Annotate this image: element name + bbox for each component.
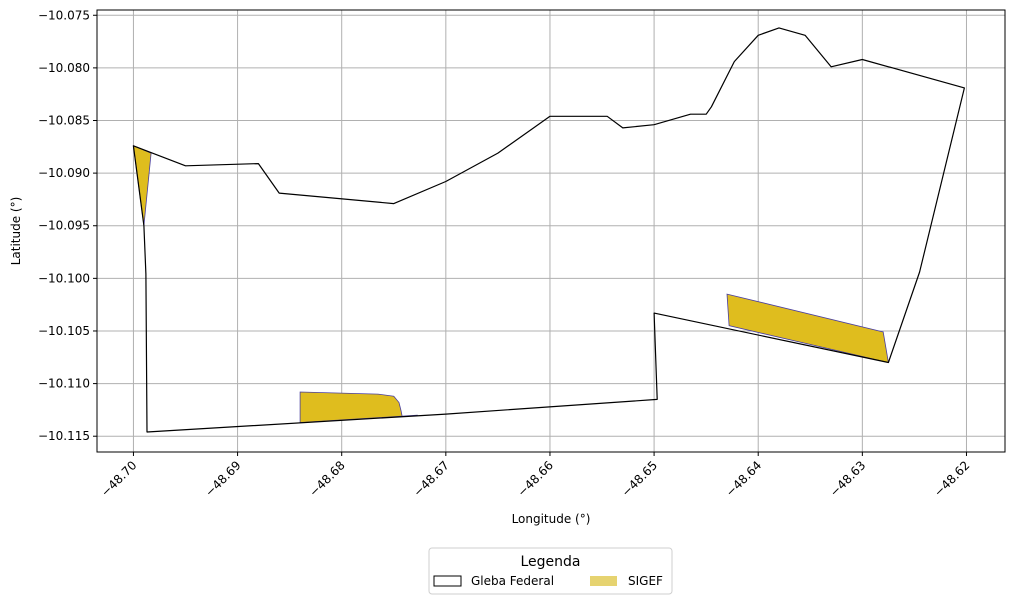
x-tick-label: −48.62: [931, 458, 972, 499]
x-axis-label: Longitude (°): [512, 512, 591, 526]
y-axis-ticks: −10.075 −10.080 −10.085 −10.090 −10.095 −10.1…: [38, 8, 97, 443]
y-tick-label: −10.075: [38, 8, 90, 22]
x-tick-label: −48.66: [515, 458, 556, 499]
grid-lines: [97, 10, 1005, 452]
y-tick-label: −10.095: [38, 219, 90, 233]
y-tick-label: −10.105: [38, 324, 90, 338]
plot-area-frame: [96, 9, 1006, 453]
y-tick-label: −10.110: [38, 377, 90, 391]
x-tick-label: −48.67: [411, 458, 452, 499]
x-tick-label: −48.63: [827, 458, 868, 499]
x-tick-label: −48.69: [202, 458, 243, 499]
y-tick-label: −10.085: [38, 114, 90, 128]
x-tick-label: −48.64: [723, 458, 764, 499]
y-tick-label: −10.090: [38, 166, 90, 180]
y-axis-label: Latitude (°): [9, 197, 23, 266]
sigef-parcel: [726, 293, 889, 364]
x-tick-label: −48.65: [619, 458, 660, 499]
x-tick-label: −48.68: [307, 458, 348, 499]
y-tick-label: −10.100: [38, 271, 90, 285]
legend-label-sigef: SIGEF: [628, 574, 663, 588]
legend-swatch-gleba-federal: [433, 575, 462, 587]
y-tick-label: −10.115: [38, 429, 90, 443]
legend-label-gleba-federal: Gleba Federal: [471, 574, 554, 588]
legend: Legenda Gleba Federal SIGEF: [428, 547, 673, 595]
gleba-federal-outline: [132, 27, 966, 433]
y-tick-label: −10.080: [38, 61, 90, 75]
legend-title: Legenda: [520, 554, 580, 570]
sigef-parcel: [299, 391, 418, 423]
x-axis-ticks: −48.70 −48.69 −48.68 −48.67 −48.66 −48.65 −48.…: [98, 452, 973, 500]
plot-data: [132, 27, 966, 433]
x-tick-label: −48.70: [98, 458, 139, 499]
legend-swatch-sigef: [590, 576, 617, 586]
